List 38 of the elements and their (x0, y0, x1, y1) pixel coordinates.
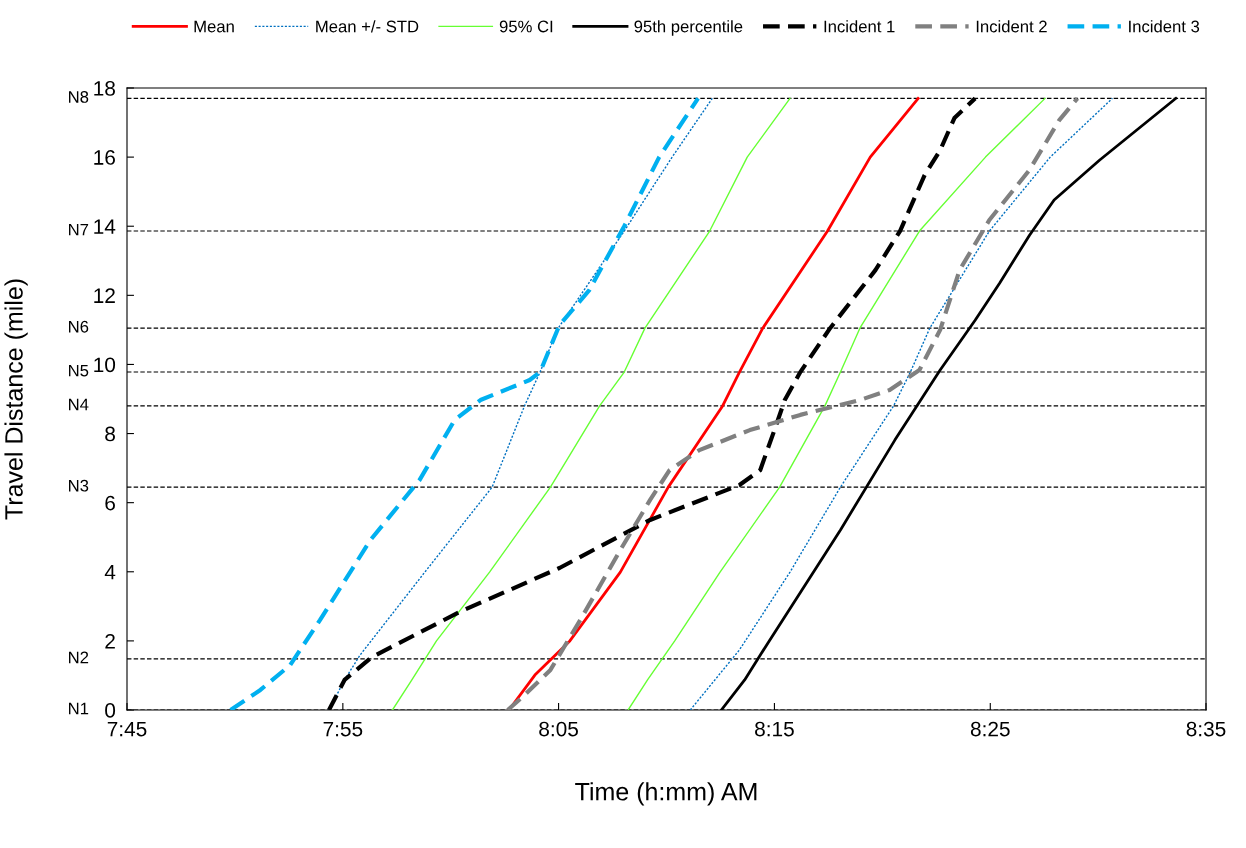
ref-line-label: N5 (69, 364, 89, 377)
line-series (228, 96, 701, 710)
x-tick-label: 8:35 (1186, 721, 1226, 737)
legend-label: 95th percentile (634, 20, 743, 36)
ref-line-label: N6 (69, 320, 89, 333)
x-tick-label: 8:05 (539, 721, 578, 737)
line-series (627, 97, 1046, 710)
ref-line-label: N7 (69, 223, 89, 236)
x-tick-label: 8:25 (970, 721, 1010, 737)
line-series (505, 96, 1080, 710)
ref-line-label: N2 (69, 651, 89, 664)
x-tick-label: 7:55 (323, 721, 363, 737)
y-tick-label: 10 (94, 357, 116, 373)
y-tick-label: 16 (94, 150, 115, 165)
y-tick-label: 14 (94, 219, 116, 234)
legend-label: Incident 2 (976, 20, 1047, 33)
ref-line-label: N4 (69, 398, 89, 411)
legend-label: 95% CI (499, 20, 553, 33)
line-series (689, 97, 1114, 710)
legend-label: Incident 1 (824, 20, 895, 33)
y-tick-label: 18 (94, 81, 115, 96)
legend-label: Mean +/- STD (316, 20, 419, 33)
y-tick-label: 12 (94, 288, 115, 303)
y-tick-label: 8 (105, 426, 115, 442)
y-axis-title: Travel Distance (mile) (4, 279, 28, 520)
y-tick-label: 0 (105, 703, 116, 718)
legend-label: Incident 3 (1129, 20, 1200, 33)
y-tick-label: 2 (105, 633, 115, 649)
x-tick-label: 7:45 (107, 721, 147, 737)
legend-label: Mean (194, 20, 234, 33)
x-axis-title: Time (h:mm) AM (575, 782, 757, 806)
ref-line-label: N8 (69, 91, 89, 103)
x-tick-label: 8:15 (755, 721, 794, 737)
ref-line-label: N3 (69, 479, 89, 492)
ref-line-label: N1 (69, 702, 89, 715)
y-tick-label: 4 (104, 564, 116, 580)
y-tick-label: 6 (105, 495, 115, 511)
line-series (391, 97, 791, 710)
